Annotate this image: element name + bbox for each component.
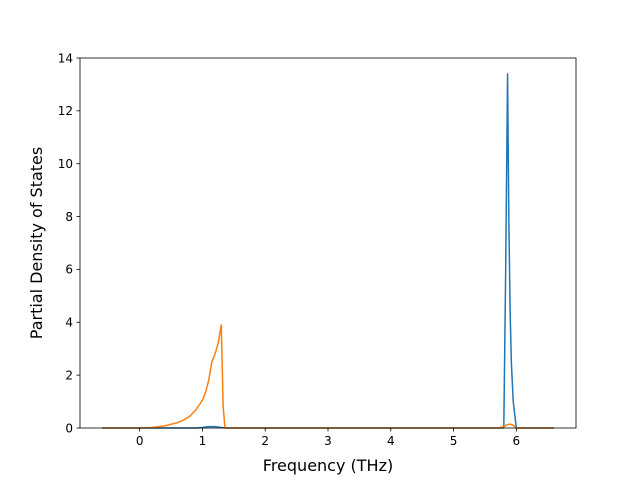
series-line-2 [101, 324, 555, 429]
x-tick-label: 6 [513, 434, 521, 448]
x-tick-label: 5 [450, 434, 458, 448]
x-tick-label: 1 [199, 434, 207, 448]
y-tick-label: 6 [65, 263, 73, 277]
y-tick-label: 2 [65, 368, 73, 382]
x-axis-ticks: 0 1 2 3 4 5 6 [136, 428, 520, 448]
x-tick-label: 3 [324, 434, 332, 448]
y-tick-label: 12 [58, 104, 73, 118]
plot-background [80, 58, 576, 428]
y-tick-label: 0 [65, 421, 73, 435]
y-tick-label: 4 [65, 316, 73, 330]
x-axis-title: Frequency (THz) [263, 456, 393, 475]
x-tick-label: 2 [261, 434, 269, 448]
series-line-1 [101, 73, 555, 429]
y-tick-label: 8 [65, 210, 73, 224]
y-tick-label: 10 [58, 157, 73, 171]
x-tick-label: 4 [387, 434, 395, 448]
y-axis-title: Partial Density of States [27, 147, 46, 339]
y-tick-label: 14 [58, 51, 73, 65]
x-tick-label: 0 [136, 434, 144, 448]
series-layer [101, 73, 555, 429]
y-axis-ticks: 0 2 4 6 8 10 12 14 [58, 51, 80, 435]
